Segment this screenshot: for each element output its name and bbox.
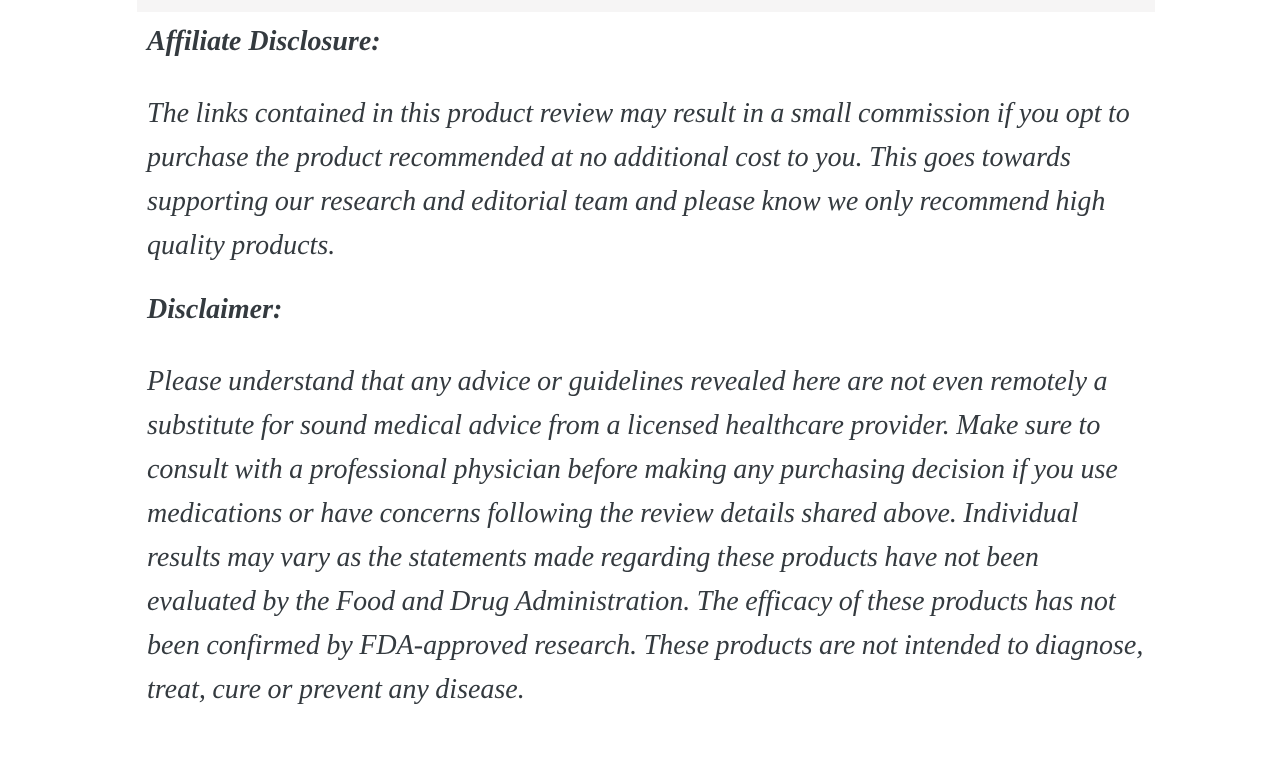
disclosure-article: Affiliate Disclosure: The links containe… [137, 20, 1155, 712]
disclaimer-heading: Disclaimer: [147, 294, 283, 325]
disclaimer-text: Please understand that any advice or gui… [147, 366, 1144, 705]
affiliate-disclosure-text: The links contained in this product revi… [147, 98, 1130, 261]
top-divider-strip [137, 0, 1155, 12]
article-content-column: Affiliate Disclosure: The links containe… [137, 0, 1155, 712]
affiliate-disclosure-heading: Affiliate Disclosure: [147, 26, 381, 57]
